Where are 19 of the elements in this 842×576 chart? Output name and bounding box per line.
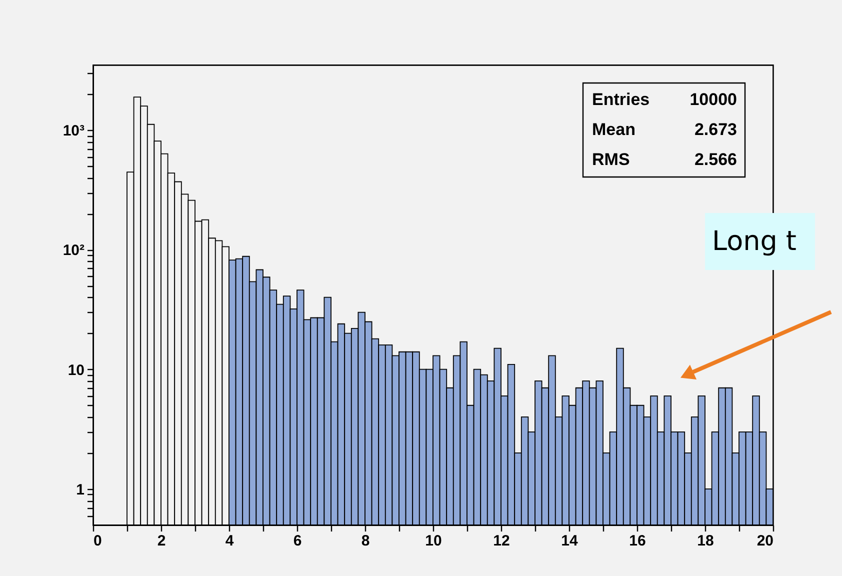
y-tick-label: 10³ xyxy=(62,122,84,140)
x-tick-label: 14 xyxy=(561,532,578,550)
y-tick-label: 10 xyxy=(68,362,84,379)
text: Entries 10000 xyxy=(592,90,737,109)
annotation: Long t xyxy=(712,226,797,257)
y-tick-label: 10² xyxy=(62,242,84,260)
text: Mean 2.673 xyxy=(592,120,737,139)
x-tick-label: 4 xyxy=(225,532,234,550)
text: RMS 2.566 xyxy=(592,150,737,169)
x-tick-label: 0 xyxy=(94,532,102,550)
x-tick-label: 8 xyxy=(361,532,370,550)
x-tick-label: 6 xyxy=(293,532,302,550)
x-tick-label: 18 xyxy=(697,532,714,550)
x-tick-label: 12 xyxy=(493,532,510,550)
x-tick-label: 20 xyxy=(756,532,774,550)
x-tick-label: 2 xyxy=(157,532,166,550)
x-tick-label: 10 xyxy=(425,532,442,550)
y-tick-label: 1 xyxy=(76,481,84,498)
x-tick-label: 16 xyxy=(629,532,646,550)
